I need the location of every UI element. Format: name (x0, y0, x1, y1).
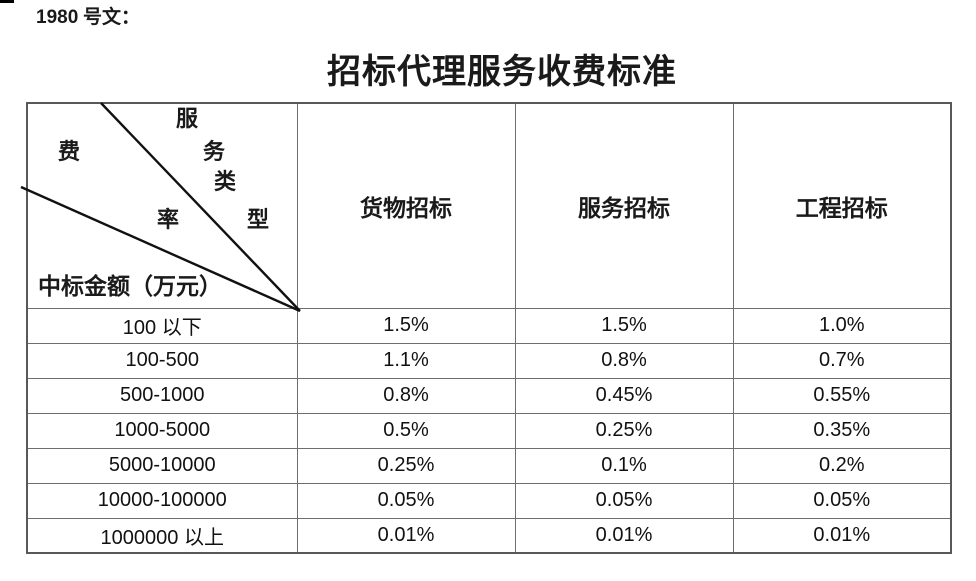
table-row: 500-1000 0.8% 0.45% 0.55% (26, 377, 952, 414)
diagonal-corner-cell: 服 务 类 型 费 率 中标金额（万元） (20, 102, 301, 313)
rate-cell: 0.25% (296, 447, 516, 484)
table-header-row: 服 务 类 型 费 率 中标金额（万元） 货物招标 服务招标 工程招标 (20, 102, 952, 313)
rate-cell: 0.1% (514, 447, 734, 484)
rate-cell: 0.5% (296, 412, 516, 449)
rate-cell: 1.1% (296, 342, 516, 379)
corner-service-type-char: 服 (176, 106, 199, 131)
table-row: 100 以下 1.5% 1.5% 1.0% (26, 307, 952, 344)
amount-range-cell: 500-1000 (26, 377, 298, 414)
amount-range-cell: 1000000 以上 (26, 517, 298, 554)
column-header-goods: 货物招标 (296, 102, 516, 309)
table-row: 5000-10000 0.25% 0.1% 0.2% (26, 447, 952, 484)
rate-cell: 0.7% (732, 342, 952, 379)
corner-amount-label: 中标金额（万元） (38, 274, 222, 299)
amount-range-cell: 100 以下 (26, 307, 298, 344)
rate-cell: 1.5% (296, 307, 516, 344)
page-edge-artifact (0, 0, 14, 3)
amount-range-cell: 1000-5000 (26, 412, 298, 449)
rate-cell: 0.05% (732, 482, 952, 519)
doc-reference: 1980 号文： (36, 6, 140, 30)
corner-service-type-char: 型 (247, 207, 270, 232)
corner-service-type-char: 类 (214, 169, 237, 194)
doc-reference-number: 1980 (36, 7, 79, 28)
amount-range-cell: 5000-10000 (26, 447, 298, 484)
table-row: 100-500 1.1% 0.8% 0.7% (26, 342, 952, 379)
rate-cell: 0.05% (296, 482, 516, 519)
rate-cell: 0.01% (514, 517, 734, 554)
rate-cell: 0.01% (296, 517, 516, 554)
rate-cell: 1.0% (732, 307, 952, 344)
doc-reference-suffix: 号文： (78, 7, 141, 28)
page-title: 招标代理服务收费标准 (327, 54, 677, 91)
column-header-engineering: 工程招标 (732, 102, 952, 309)
rate-cell: 0.45% (514, 377, 734, 414)
table-row: 1000000 以上 0.01% 0.01% 0.01% (26, 517, 952, 554)
corner-fee-char: 费 (58, 139, 81, 164)
rate-cell: 0.35% (732, 412, 952, 449)
diagonal-lines (20, 102, 301, 313)
table-row: 10000-100000 0.05% 0.05% 0.05% (26, 482, 952, 519)
table-row: 1000-5000 0.5% 0.25% 0.35% (26, 412, 952, 449)
column-header-service: 服务招标 (514, 102, 734, 309)
rate-cell: 1.5% (514, 307, 734, 344)
rate-cell: 0.2% (732, 447, 952, 484)
amount-range-cell: 10000-100000 (26, 482, 298, 519)
rate-cell: 0.05% (514, 482, 734, 519)
rate-cell: 0.25% (514, 412, 734, 449)
amount-range-cell: 100-500 (26, 342, 298, 379)
fee-standard-table: 服 务 类 型 费 率 中标金额（万元） 货物招标 服务招标 工程招标 100 … (20, 102, 952, 554)
rate-cell: 0.8% (296, 377, 516, 414)
rate-cell: 0.55% (732, 377, 952, 414)
rate-cell: 0.01% (732, 517, 952, 554)
rate-cell: 0.8% (514, 342, 734, 379)
corner-service-type-char: 务 (203, 139, 226, 164)
corner-rate-char: 率 (157, 207, 180, 232)
